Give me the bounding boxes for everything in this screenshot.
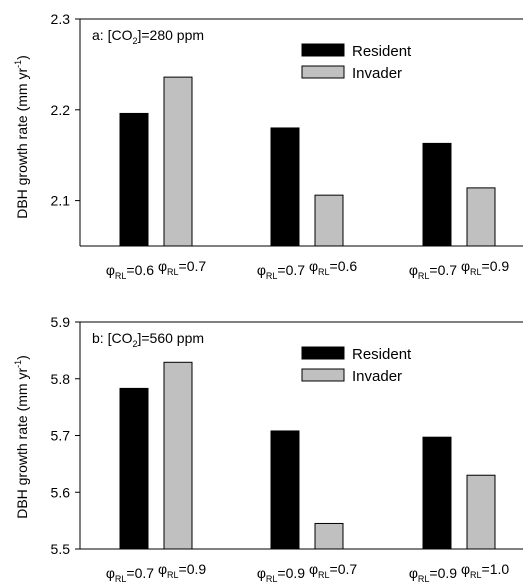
x-tick-label-value: =0.7 [126,565,154,581]
legend-label-resident: Resident [352,43,412,60]
x-tick-label-symbol: φ [461,258,470,274]
y-axis-label-superscript: -1 [13,360,23,368]
x-tick-label: φRL=0.7 φRL=0.9 [106,561,207,582]
x-tick-label-symbol: φ [106,262,115,278]
x-tick-label: φRL=0.7 φRL=0.6 [257,258,358,281]
x-tick-label-subscript: RL [470,570,482,580]
legend-label-invader: Invader [352,65,402,82]
y-axis-label-text: DBH growth rate (mm yr [14,68,30,219]
x-tick-label-value: =1.0 [482,561,510,577]
x-tick-label-symbol: φ [409,565,418,581]
x-tick-label-value: =0.6 [330,258,358,274]
bar-invader [163,76,193,247]
y-axis-label-superscript: -1 [13,60,23,68]
x-tick-label-symbol: φ [309,561,318,577]
legend: Resident Invader [301,346,412,385]
x-tick-label-value: =0.9 [429,565,457,581]
x-tick-label-symbol: φ [158,258,167,274]
x-tick-label-subscript: RL [318,570,330,580]
x-tick-label-subscript: RL [418,271,430,281]
bar-invader [314,194,344,247]
x-tick-label: φRL=0.9 φRL=1.0 [409,561,510,582]
bar-invader [466,187,496,247]
y-axis-label-text: DBH growth rate (mm yr [14,368,30,519]
panel-label-subscript: 2 [132,36,137,46]
x-tick-label-symbol: φ [257,565,266,581]
chart-panel-b: 5.5 5.6 5.7 5.8 5.9 DBH growth rate (mm yr-1)… [13,314,523,582]
x-tick-label-value: =0.9 [179,561,207,577]
legend-swatch-invader [301,65,345,79]
bar-invader [314,522,344,550]
bar-invader [163,361,193,550]
x-tick-label-subscript: RL [115,271,127,281]
x-tick-label: φRL=0.9 φRL=0.7 [257,561,358,582]
y-tick-label: 5.8 [51,371,71,387]
y-tick-label: 2.2 [51,102,71,118]
x-tick-label-value: =0.6 [126,262,154,278]
x-tick-label-value: =0.7 [277,262,305,278]
bar-resident [422,436,452,550]
panel-label: a: [CO2]=280 ppm [92,27,204,46]
y-axis-label-close: ) [14,355,30,360]
x-tick-label-subscript: RL [418,574,430,582]
x-tick-label: φRL=0.7 φRL=0.9 [409,258,510,281]
x-tick-label-subscript: RL [115,574,127,582]
panel-label-subscript: 2 [132,339,137,349]
x-tick-label-symbol: φ [461,561,470,577]
x-tick-label-subscript: RL [470,267,482,277]
x-tick-label-subscript: RL [266,574,278,582]
legend: Resident Invader [301,43,412,82]
x-tick-label-symbol: φ [409,262,418,278]
legend-swatch-resident [301,346,345,360]
x-tick-label-symbol: φ [257,262,266,278]
bar-resident [119,387,149,550]
chart-panel-a: 2.1 2.2 2.3 DBH growth rate (mm yr-1) a: [CO… [13,11,523,281]
panel-label-text: a: [CO [92,27,133,43]
x-tick-label-subscript: RL [167,267,179,277]
y-tick-label: 2.3 [51,11,71,27]
x-tick-label-value: =0.9 [277,565,305,581]
x-tick-label-value: =0.7 [429,262,457,278]
bar-resident [422,142,452,247]
x-tick-label-subscript: RL [266,271,278,281]
x-tick-label-value: =0.9 [482,258,510,274]
panel-label-tail: ]=560 ppm [137,330,204,346]
legend-swatch-resident [301,43,345,57]
y-tick-label: 5.7 [51,428,71,444]
x-tick-label-symbol: φ [309,258,318,274]
bar-invader [466,474,496,550]
y-tick-label: 5.6 [51,484,71,500]
x-tick-label-value: =0.7 [179,258,207,274]
y-axis-label: DBH growth rate (mm yr-1) [13,355,30,519]
y-tick-label: 5.5 [51,541,71,557]
panel-label-tail: ]=280 ppm [137,27,204,43]
legend-swatch-invader [301,368,345,382]
legend-label-resident: Resident [352,346,412,363]
x-tick-label-symbol: φ [158,561,167,577]
x-tick-label: φRL=0.6 φRL=0.7 [106,258,207,281]
x-tick-label-value: =0.7 [330,561,358,577]
x-tick-label-subscript: RL [167,570,179,580]
legend-label-invader: Invader [352,368,402,385]
y-tick-label: 2.1 [51,193,71,209]
x-tick-label-symbol: φ [106,565,115,581]
panel-label: b: [CO2]=560 ppm [92,330,204,349]
bar-resident [270,127,300,247]
bar-resident [270,430,300,550]
x-tick-label-subscript: RL [318,267,330,277]
bar-resident [119,112,149,247]
y-axis-label-close: ) [14,55,30,60]
y-axis-label: DBH growth rate (mm yr-1) [13,55,30,219]
panel-label-text: b: [CO [92,330,133,346]
y-tick-label: 5.9 [51,314,71,330]
